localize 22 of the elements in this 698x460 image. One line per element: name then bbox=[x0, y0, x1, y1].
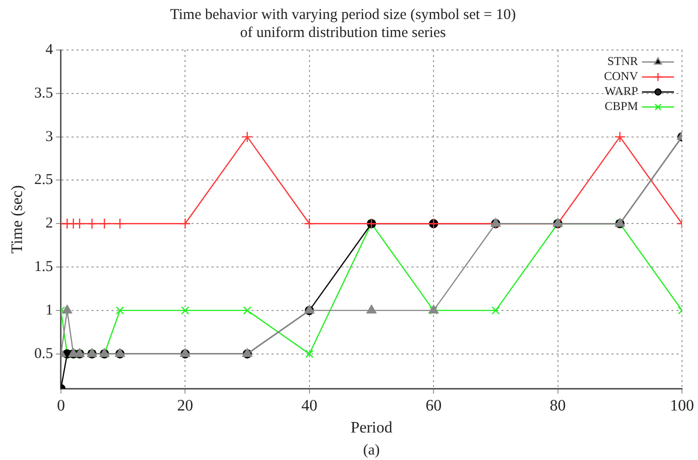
text: (a) bbox=[363, 442, 380, 458]
y-tick-label: 2.5 bbox=[34, 172, 53, 188]
y-tick-label: 1 bbox=[45, 302, 53, 318]
legend-label: WARP bbox=[604, 84, 638, 98]
y-tick-label: 3.5 bbox=[34, 85, 53, 102]
y-tick-label: 3 bbox=[45, 128, 53, 145]
x-tick-label: 20 bbox=[177, 397, 194, 414]
chart-title: Time behavior with varying period size (symbol set = 10) of uniform distribution time series bbox=[170, 6, 516, 41]
y-tick-label: 0.5 bbox=[34, 346, 53, 362]
x-axis-title: Period bbox=[350, 420, 392, 437]
x-tick-label: 0 bbox=[56, 397, 65, 414]
y-axis-title: Time (sec) bbox=[8, 185, 26, 254]
y-tick-label: 4 bbox=[45, 42, 54, 58]
y-tick-label: 1.5 bbox=[34, 258, 53, 275]
legend-label: STNR bbox=[607, 54, 638, 68]
legend-label: CONV bbox=[604, 69, 638, 84]
x-tick-label: 80 bbox=[550, 397, 566, 414]
legend-label: CBPM bbox=[604, 99, 638, 114]
y-tick-label: 2 bbox=[45, 216, 53, 232]
x-tick-label: 60 bbox=[426, 397, 442, 414]
x-tick-label: 40 bbox=[301, 397, 318, 414]
x-tick-label: 100 bbox=[670, 397, 694, 414]
